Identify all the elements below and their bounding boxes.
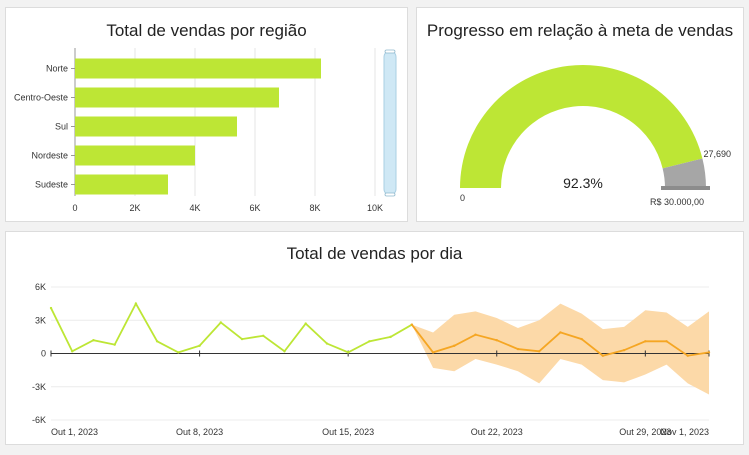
actual-data-point[interactable] xyxy=(219,321,223,324)
x-tick-label: Out 8, 2023 xyxy=(176,427,223,437)
gauge-target-marker xyxy=(661,186,710,190)
category-label: Nordeste xyxy=(31,151,68,161)
category-label: Sul xyxy=(55,122,68,132)
region-chart-title: Total de vendas por região xyxy=(106,21,307,40)
forecast-confidence-band xyxy=(411,303,709,395)
daily-chart-title: Total de vendas por dia xyxy=(286,244,463,263)
bar[interactable] xyxy=(75,116,237,137)
gauge-progress-arc xyxy=(460,64,703,188)
actual-data-point[interactable] xyxy=(368,340,371,343)
actual-data-point[interactable] xyxy=(304,322,307,325)
forecast-data-point[interactable] xyxy=(537,350,541,353)
actual-data-point[interactable] xyxy=(113,343,116,346)
actual-data-point[interactable] xyxy=(325,342,329,345)
y-tick-label: 3K xyxy=(35,315,46,325)
region-sales-panel: Total de vendas por região 0 2K 4K 6K 8K 10K N… xyxy=(5,7,408,222)
actual-data-point[interactable] xyxy=(262,334,265,337)
goal-chart-title: Progresso em relação à meta de vendas xyxy=(426,21,734,40)
forecast-data-point[interactable] xyxy=(431,351,435,354)
actual-data-point[interactable] xyxy=(177,351,180,354)
gauge-target-label: R$ 30.000,00 xyxy=(650,197,704,207)
goal-gauge-chart: 92.3% 0 R$ 30.000,00 27,690 xyxy=(460,64,731,207)
actual-data-point[interactable] xyxy=(71,350,74,353)
y-tick-label: 0 xyxy=(41,349,46,359)
y-tick-label: -6K xyxy=(32,415,46,425)
y-tick-label: -3K xyxy=(32,382,46,392)
forecast-data-point[interactable] xyxy=(410,323,414,326)
x-tick-label: 6K xyxy=(249,203,260,213)
forecast-data-point[interactable] xyxy=(644,340,647,343)
daily-line-chart: 6K 3K 0 -3K -6K Out 1, 2023 Out 8, 2023 Out 15,… xyxy=(32,282,711,437)
actual-data-point[interactable] xyxy=(134,302,138,305)
forecast-data-point[interactable] xyxy=(516,347,520,351)
forecast-data-point[interactable] xyxy=(686,354,689,357)
y-tick-label: 6K xyxy=(35,282,46,292)
forecast-data-point[interactable] xyxy=(580,337,583,341)
gauge-min-label: 0 xyxy=(460,193,465,203)
actual-data-point[interactable] xyxy=(155,340,159,343)
category-label: Sudeste xyxy=(35,180,68,190)
forecast-data-point[interactable] xyxy=(665,340,668,343)
actual-data-point[interactable] xyxy=(49,306,53,310)
bar[interactable] xyxy=(75,87,279,108)
forecast-data-point[interactable] xyxy=(453,344,456,347)
category-label: Centro-Oeste xyxy=(14,93,68,103)
sales-goal-panel: Progresso em relação à meta de vendas 92… xyxy=(416,7,744,222)
gauge-remaining-arc xyxy=(662,158,706,188)
actual-data-point[interactable] xyxy=(240,337,244,341)
actual-data-point[interactable] xyxy=(283,350,286,353)
gauge-percent-label: 92.3% xyxy=(563,175,603,191)
forecast-data-point[interactable] xyxy=(559,331,562,334)
daily-sales-panel: Total de vendas por dia 6K 3K 0 -3K -6K Out 1… xyxy=(5,231,744,445)
bar[interactable] xyxy=(75,174,168,195)
x-tick-label: Out 15, 2023 xyxy=(322,427,374,437)
x-tick-label: 8K xyxy=(309,203,320,213)
actual-data-point[interactable] xyxy=(389,335,392,339)
bar[interactable] xyxy=(75,58,321,79)
chart-scrollbar[interactable] xyxy=(383,50,397,196)
x-tick-label: 2K xyxy=(129,203,140,213)
actual-data-point[interactable] xyxy=(198,344,201,347)
x-tick-label: Out 29, 2023 xyxy=(619,427,671,437)
forecast-data-point[interactable] xyxy=(707,351,711,354)
forecast-data-point[interactable] xyxy=(474,333,477,336)
actual-sales-line xyxy=(50,301,413,354)
region-bar-chart: 0 2K 4K 6K 8K 10K Norte Centro-Oeste Sul Nordeste… xyxy=(14,48,397,213)
x-tick-label: Nov 1, 2023 xyxy=(660,427,709,437)
actual-data-point[interactable] xyxy=(346,351,350,354)
forecast-data-point[interactable] xyxy=(495,339,498,342)
forecast-data-point[interactable] xyxy=(622,348,626,352)
scrollbar-handle-top[interactable] xyxy=(384,49,396,54)
actual-data-point[interactable] xyxy=(92,339,95,342)
x-tick-label: Out 1, 2023 xyxy=(51,427,98,437)
gauge-value-label: 27,690 xyxy=(703,149,731,159)
x-tick-label: 0 xyxy=(72,203,77,213)
forecast-data-point[interactable] xyxy=(601,354,605,357)
x-tick-label: Out 22, 2023 xyxy=(471,427,523,437)
scrollbar-handle-bottom[interactable] xyxy=(384,192,396,197)
x-tick-label: 4K xyxy=(189,203,200,213)
category-label: Norte xyxy=(46,64,68,74)
bar[interactable] xyxy=(75,145,195,166)
x-tick-label: 10K xyxy=(367,203,383,213)
